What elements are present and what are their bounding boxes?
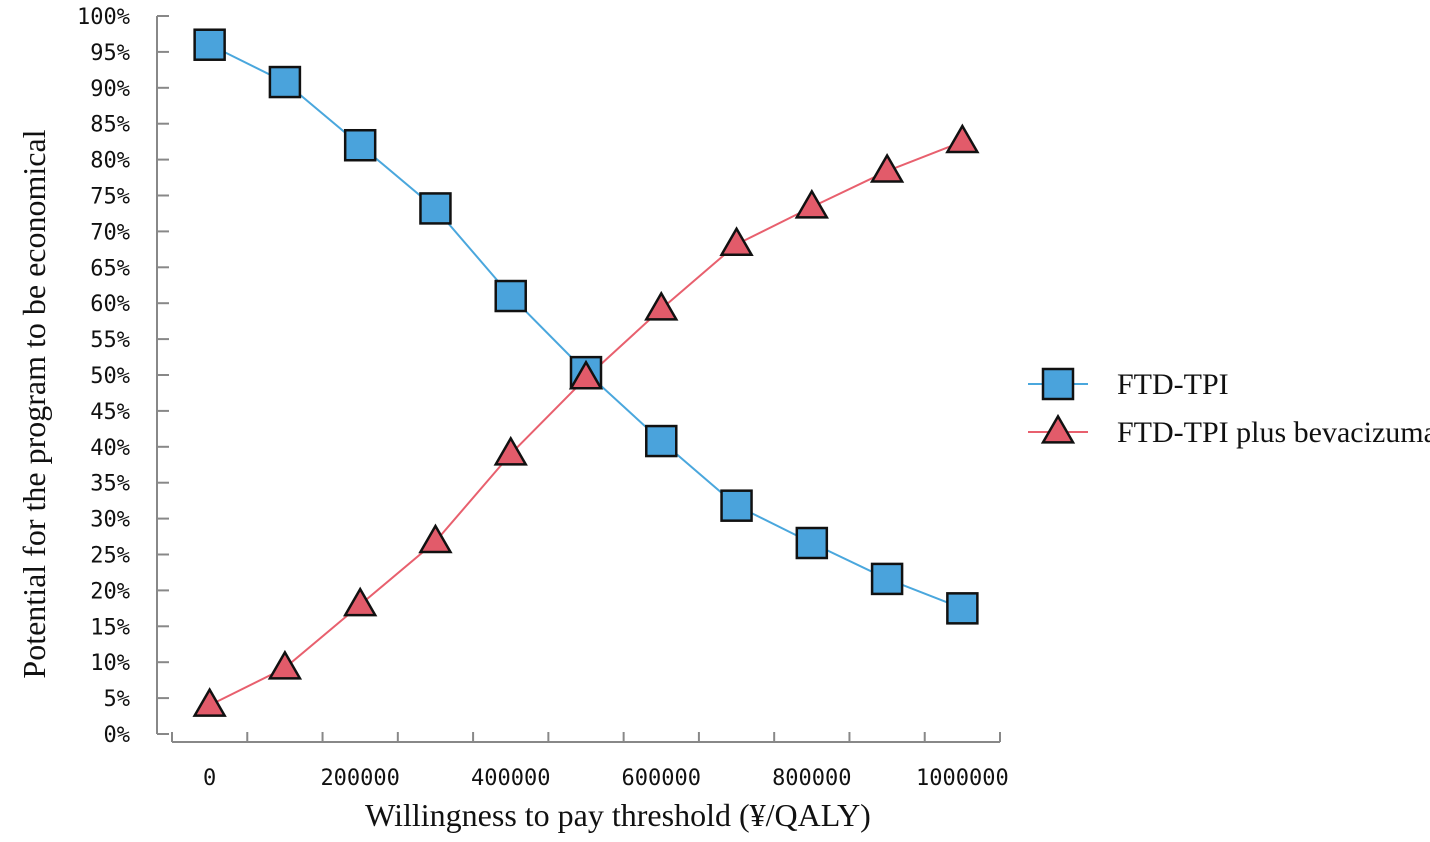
legend-square-marker	[1041, 367, 1075, 401]
square-marker	[343, 128, 377, 162]
y-tick-label: 40%	[90, 436, 130, 461]
y-tick-label: 0%	[104, 723, 131, 748]
square-marker	[419, 192, 452, 225]
y-tick-label: 55%	[90, 328, 130, 353]
y-tick-label: 15%	[90, 615, 130, 640]
legend-label-1: FTD-TPI	[1117, 368, 1229, 401]
square-marker	[494, 279, 527, 313]
x-axis-title: Willingness to pay threshold (¥/QALY)	[365, 797, 871, 833]
x-axis: 0 200000 400000 600000 800000 1000000	[171, 732, 1009, 791]
triangle-marker	[568, 359, 604, 390]
x-tick-label: 600000	[622, 766, 701, 791]
y-tick-label: 95%	[90, 41, 130, 66]
legend-triangle-marker	[1040, 413, 1076, 444]
x-tick-label: 800000	[772, 766, 851, 791]
y-tick-label: 85%	[90, 113, 130, 138]
x-tick-label: 200000	[320, 766, 399, 791]
x-tick-label: 400000	[471, 766, 550, 791]
triangle-marker	[719, 226, 754, 256]
square-marker	[720, 489, 753, 522]
y-tick-label: 10%	[90, 651, 130, 676]
triangle-marker	[343, 586, 378, 617]
y-axis-title: Potential for the program to be economic…	[16, 129, 52, 678]
legend-label-2: FTD-TPI plus bevacizumab	[1117, 416, 1430, 449]
square-marker	[795, 526, 829, 560]
square-marker	[645, 424, 678, 458]
triangle-marker	[192, 687, 227, 717]
triangle-marker	[644, 290, 679, 321]
y-tick-label: 80%	[90, 149, 130, 174]
y-tick-label: 90%	[90, 77, 130, 102]
y-axis: 0% 5% 10% 15% 20% 25% 30% 35% 40% 45% 50% 55% 60% 65%…	[77, 5, 169, 748]
triangle-marker	[418, 523, 453, 554]
square-marker	[268, 65, 302, 99]
y-tick-label: 60%	[90, 292, 130, 317]
square-marker	[946, 592, 979, 625]
x-tick-label: 0	[203, 766, 216, 791]
square-marker	[193, 28, 226, 61]
y-tick-label: 30%	[90, 508, 130, 533]
series-markers	[192, 28, 980, 717]
y-tick-label: 35%	[90, 472, 130, 497]
y-tick-label: 65%	[90, 256, 130, 281]
triangle-marker	[945, 123, 980, 154]
y-tick-label: 45%	[90, 400, 130, 425]
legend: FTD-TPI FTD-TPI plus bevacizumab	[1028, 367, 1430, 449]
y-tick-label: 50%	[90, 364, 130, 389]
y-tick-label: 5%	[104, 687, 131, 712]
y-tick-label: 70%	[90, 220, 130, 245]
triangle-marker	[794, 188, 829, 219]
series-line-2	[209, 140, 963, 707]
y-tick-label: 75%	[90, 185, 130, 210]
y-tick-label: 100%	[77, 5, 130, 30]
x-tick-label: 1000000	[916, 766, 1009, 791]
square-marker	[870, 562, 904, 596]
triangle-marker	[267, 649, 303, 680]
y-tick-label: 25%	[90, 544, 130, 569]
y-tick-label: 20%	[90, 579, 130, 604]
series-line-1	[209, 43, 963, 610]
triangle-marker	[869, 152, 905, 183]
triangle-marker	[493, 435, 528, 466]
